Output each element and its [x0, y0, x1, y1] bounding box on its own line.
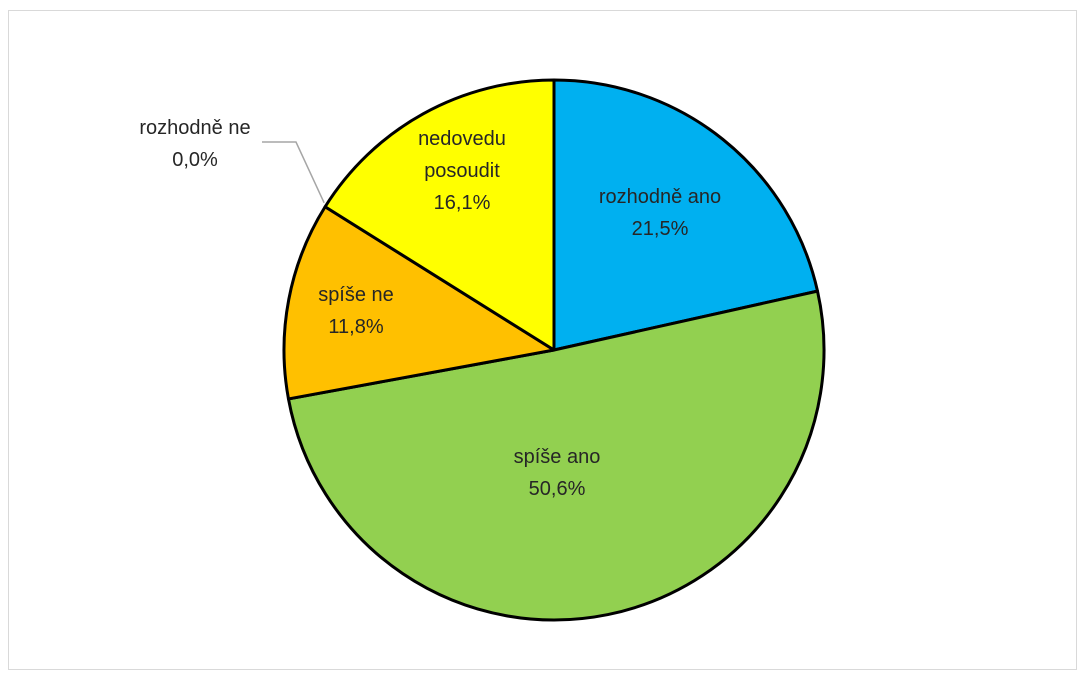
slice-name-label-spise-ne-0: spíše ne [318, 284, 394, 306]
pie-slices [282, 78, 826, 622]
pie-slice-rozhodne-ano [552, 78, 819, 352]
pie-slice-spise-ano [286, 289, 826, 622]
slice-name-label-nedovedu-posoudit-1: posoudit [424, 160, 500, 182]
slice-value-label-rozhodne-ano: 21,5% [632, 218, 689, 240]
leader-lines [262, 141, 325, 204]
leader-line-rozhodne-ne [262, 141, 325, 204]
slice-name-label-rozhodne-ano-0: rozhodně ano [599, 186, 721, 208]
slice-value-label-nedovedu-posoudit: 16,1% [434, 192, 491, 214]
slice-value-label-rozhodne-ne: 0,0% [172, 149, 218, 171]
pie-slice-nedovedu-posoudit [323, 78, 556, 352]
slice-value-label-spise-ne: 11,8% [328, 316, 383, 338]
pie-slice-spise-ne [282, 205, 556, 401]
slice-value-label-spise-ano: 50,6% [529, 478, 586, 500]
slice-name-label-rozhodne-ne-0: rozhodně ne [139, 117, 250, 139]
slice-name-label-spise-ano-0: spíše ano [514, 446, 601, 468]
slice-name-label-nedovedu-posoudit-0: nedovedu [418, 128, 506, 150]
slice-labels: rozhodně ano 21,5% spíše ano 50,6% spíše ne 1… [139, 117, 721, 500]
